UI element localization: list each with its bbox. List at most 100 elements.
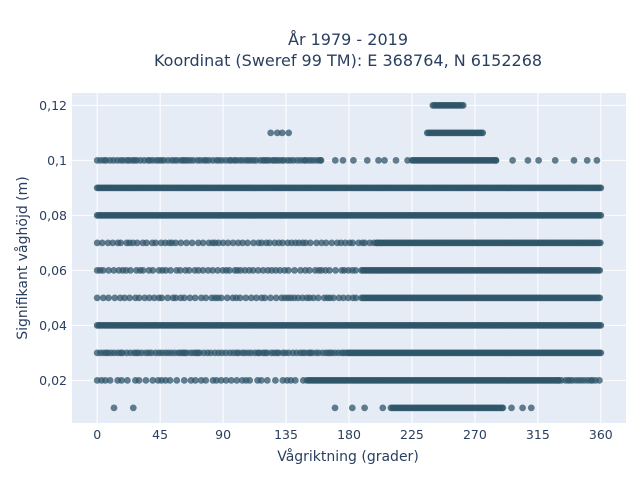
data-point [173, 377, 181, 384]
data-point [597, 184, 605, 192]
y-tick-label: 0,04 [39, 318, 67, 333]
data-point [263, 377, 271, 384]
data-point [135, 377, 143, 384]
data-point [106, 377, 114, 384]
y-tick-label: 0,12 [39, 98, 67, 113]
data-point [117, 239, 125, 247]
data-point [121, 294, 128, 302]
data-point [348, 404, 356, 412]
data-point [459, 102, 467, 109]
data-point [186, 294, 194, 302]
data-point [236, 294, 244, 302]
data-point [180, 377, 188, 384]
data-point [209, 267, 217, 274]
data-point [101, 377, 109, 384]
data-point [172, 294, 180, 302]
data-point [105, 267, 112, 274]
data-point [202, 294, 210, 302]
data-point [110, 267, 118, 274]
data-point [149, 267, 157, 274]
data-point [199, 267, 207, 274]
data-point [373, 239, 380, 247]
data-point [267, 294, 274, 302]
data-point [162, 267, 170, 274]
data-point [166, 377, 174, 384]
data-point [527, 404, 535, 412]
data-point [344, 349, 352, 357]
data-point [291, 377, 299, 384]
data-point [180, 294, 188, 302]
data-point [317, 157, 325, 164]
data-point [479, 129, 487, 137]
x-tick-label: 90 [215, 427, 231, 442]
data-point [330, 294, 337, 302]
data-point [105, 294, 112, 302]
data-point [229, 239, 237, 247]
x-tick-label: 315 [526, 427, 550, 442]
data-point [104, 239, 112, 247]
data-point [227, 377, 235, 384]
data-point [276, 267, 284, 274]
y-axis-label: Signifikant våghöjd (m) [14, 176, 31, 339]
data-point [361, 404, 368, 412]
data-point [508, 404, 515, 412]
data-point [239, 239, 247, 247]
data-point [139, 267, 147, 274]
data-point [291, 267, 298, 274]
data-point [278, 129, 286, 137]
data-point [217, 294, 225, 302]
data-point [404, 157, 411, 164]
data-point [306, 239, 314, 247]
data-point [213, 377, 220, 384]
data-point [332, 267, 339, 274]
data-point [192, 377, 199, 384]
data-point [167, 267, 174, 274]
data-point [126, 294, 133, 302]
x-tick-label: 45 [152, 427, 168, 442]
data-point [596, 294, 604, 302]
data-point [214, 267, 222, 274]
chart-title-line-2: Koordinat (Sweref 99 TM): E 368764, N 61… [154, 51, 542, 70]
data-point [135, 294, 143, 302]
data-point [191, 294, 199, 302]
data-point [172, 239, 180, 247]
data-point [202, 377, 210, 384]
data-point [279, 239, 286, 247]
x-tick-label: 225 [400, 427, 424, 442]
data-point [310, 294, 317, 302]
data-point [194, 239, 202, 247]
data-point [597, 349, 605, 357]
y-tick-label: 0,06 [39, 263, 67, 278]
data-point [257, 377, 265, 384]
data-point [381, 157, 388, 164]
x-tick-label: 360 [589, 427, 613, 442]
data-point [352, 294, 360, 302]
data-point [299, 377, 307, 384]
data-point [358, 267, 365, 274]
data-point [266, 239, 273, 247]
data-point [110, 404, 118, 412]
data-point [246, 377, 254, 384]
data-point [339, 157, 347, 164]
data-point [326, 267, 333, 274]
data-point [259, 267, 267, 274]
data-point [570, 157, 578, 164]
data-point [306, 267, 313, 274]
data-point [597, 322, 605, 329]
data-point [344, 294, 352, 302]
data-point [250, 239, 257, 247]
data-point [118, 377, 125, 384]
data-point [361, 239, 369, 247]
data-point [219, 239, 227, 247]
data-point [98, 239, 106, 247]
data-point [593, 157, 601, 164]
data-point [224, 239, 232, 247]
data-point [272, 377, 279, 384]
x-tick-labels: 0 45 90 135 180 225 270 315 360 [93, 427, 613, 442]
data-point [199, 239, 207, 247]
data-point [596, 267, 604, 274]
data-point [358, 294, 365, 302]
data-point [152, 239, 160, 247]
data-point [177, 239, 185, 247]
